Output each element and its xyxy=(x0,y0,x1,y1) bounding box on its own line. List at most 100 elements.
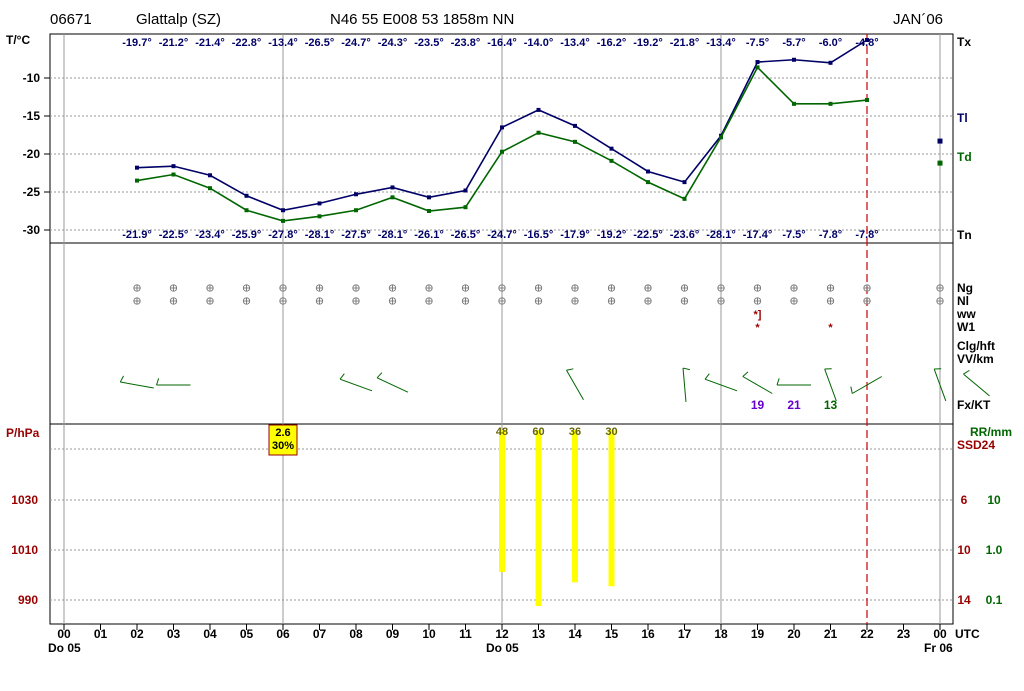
tn-value-label: -22.5° xyxy=(633,229,662,241)
td-label: Td xyxy=(957,150,972,164)
rr-label: RR/mm xyxy=(970,425,1012,439)
series-point-tl xyxy=(828,60,833,65)
series-point-td xyxy=(609,158,614,163)
series-point-td xyxy=(135,178,139,183)
series-point-tl xyxy=(682,180,687,185)
ng-label: Ng xyxy=(957,281,973,295)
hour-label: 03 xyxy=(167,627,181,641)
tn-value-label: -24.7° xyxy=(487,229,516,241)
tn-value-label: -26.1° xyxy=(414,229,443,241)
wind-barb xyxy=(376,377,409,393)
tn-value-label: -17.9° xyxy=(560,229,589,241)
tn-value-label: -7.8° xyxy=(819,229,842,241)
series-point-td xyxy=(536,130,541,135)
tn-value-label: -17.4° xyxy=(743,229,772,241)
hour-label: 00 xyxy=(57,627,71,641)
temp-tick-label: -20 xyxy=(23,147,41,161)
grid xyxy=(44,34,953,630)
series-point-tl xyxy=(171,164,176,169)
tn-value-label: -19.2° xyxy=(597,229,626,241)
precip-bar xyxy=(499,430,505,572)
pressure-tick-label: 990 xyxy=(18,593,38,607)
sunshine-hours: 2.6 xyxy=(275,427,290,439)
weather-symbol: * xyxy=(828,322,833,334)
series-point-td xyxy=(463,205,468,210)
tx-label: Tx xyxy=(957,35,971,49)
series-point-td xyxy=(171,172,176,177)
hour-label: 00 xyxy=(933,627,947,641)
series-point-tl xyxy=(208,173,212,178)
hour-label: 11 xyxy=(459,627,472,641)
precip-probability: 60 xyxy=(532,426,544,438)
fx-label: Fx/KT xyxy=(957,398,991,412)
tn-value-label: -23.4° xyxy=(195,229,224,241)
series-point-td xyxy=(865,98,869,103)
tx-value-label: -16.2° xyxy=(597,37,626,49)
tn-value-label: -22.5° xyxy=(159,229,188,241)
sunshine-percent: 30% xyxy=(272,440,294,452)
wind-barb-flag xyxy=(742,371,749,377)
precip-probability: 48 xyxy=(496,426,508,438)
weather-symbol: *] xyxy=(754,309,762,321)
tn-value-label: -21.9° xyxy=(122,229,151,241)
current-td-point xyxy=(937,160,943,166)
hour-label: 16 xyxy=(641,627,655,641)
weather-symbol: * xyxy=(755,322,760,334)
hour-label: 08 xyxy=(349,627,363,641)
hour-label: 19 xyxy=(751,627,765,641)
tx-value-label: -13.4° xyxy=(706,37,735,49)
temp-tick-label: -30 xyxy=(23,223,41,237)
series-point-td xyxy=(354,208,358,213)
hour-label: 09 xyxy=(386,627,400,641)
series-point-td xyxy=(573,139,577,144)
tx-value-label: -23.8° xyxy=(451,37,480,49)
tn-value-label: -7.8° xyxy=(855,229,878,241)
tn-value-label: -27.8° xyxy=(268,229,297,241)
hour-label: 07 xyxy=(313,627,327,641)
gust-value: 13 xyxy=(824,398,838,412)
hour-label: 13 xyxy=(532,627,546,641)
tn-value-label: -25.9° xyxy=(232,229,261,241)
wind-barb-flag xyxy=(376,372,383,379)
hour-label: 01 xyxy=(94,627,108,641)
pressure-tick-label: 1030 xyxy=(11,493,38,507)
tn-label: Tn xyxy=(957,228,972,242)
wind-barb xyxy=(963,373,990,397)
temperature-series xyxy=(135,38,943,223)
tx-value-label: -4.8° xyxy=(855,37,878,49)
wind-barb-flag xyxy=(682,367,690,371)
tx-value-label: -22.8° xyxy=(232,37,261,49)
wind-barb-flag xyxy=(850,386,853,394)
tx-value-label: -16.4° xyxy=(487,37,516,49)
hour-label: 22 xyxy=(860,627,874,641)
hour-label: 06 xyxy=(276,627,290,641)
w1-label: W1 xyxy=(957,320,975,334)
wind-barb xyxy=(933,368,947,402)
series-point-tl xyxy=(536,107,541,112)
ssd-label: SSD24 xyxy=(957,438,995,452)
wind-barb-flag xyxy=(119,375,124,383)
temp-axis-label: T/°C xyxy=(6,33,30,47)
series-point-tl xyxy=(755,60,760,65)
gust-value: 21 xyxy=(787,398,801,412)
tl-label: Tl xyxy=(957,111,968,125)
precip-bar xyxy=(535,430,542,607)
tx-value-label: -19.2° xyxy=(633,37,662,49)
temp-tick-label: -10 xyxy=(23,71,41,85)
wind-barb xyxy=(566,370,584,400)
series-point-tl xyxy=(135,165,139,170)
tx-value-label: -23.5° xyxy=(414,37,443,49)
wind-barb-flag xyxy=(776,378,780,386)
precip-probability: 36 xyxy=(569,426,581,438)
series-point-tl xyxy=(463,188,468,193)
tx-value-label: -21.4° xyxy=(195,37,224,49)
observation-marks: *]* * xyxy=(119,284,990,402)
ssd-tick-label: 14 xyxy=(957,593,971,607)
series-point-td xyxy=(500,149,504,154)
tx-value-label: -21.2° xyxy=(159,37,188,49)
rr-tick-label: 10 xyxy=(987,493,1001,507)
nl-label: Nl xyxy=(957,294,969,308)
wind-barb-flag xyxy=(704,373,710,380)
tn-value-label: -16.5° xyxy=(524,229,553,241)
wind-barb xyxy=(742,376,773,394)
